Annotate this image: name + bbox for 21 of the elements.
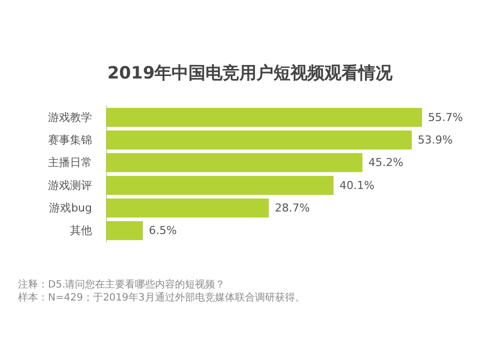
bar [106, 130, 412, 150]
data-label: 6.5% [148, 224, 177, 238]
chart-title: 2019年中国电竞用户短视频观看情况 [107, 64, 394, 84]
text: 样本：N=429；于2019年3月通过外部电竞媒体联合调研获得。 [18, 292, 305, 304]
text: 注释：D5.请问您在主要看哪些内容的短视频？ [18, 278, 226, 290]
bar [106, 198, 269, 218]
data-label: 53.9% [418, 134, 453, 146]
y-tick-label: 游戏测评 [48, 178, 92, 192]
bar [106, 176, 334, 195]
data-label: 28.7% [274, 202, 310, 214]
bar [106, 221, 143, 240]
bar [106, 153, 362, 172]
bar [106, 108, 422, 127]
data-label: 45.2% [368, 156, 404, 170]
y-tick-label: 游戏教学 [48, 110, 92, 124]
y-tick-label: 游戏bug [49, 202, 92, 214]
y-tick-label: 赛事集锦 [48, 134, 92, 146]
data-label: 40.1% [339, 178, 374, 192]
data-label: 55.7% [428, 110, 463, 124]
y-tick-label: 其他 [70, 224, 92, 238]
y-tick-label: 主播日常 [48, 156, 92, 170]
